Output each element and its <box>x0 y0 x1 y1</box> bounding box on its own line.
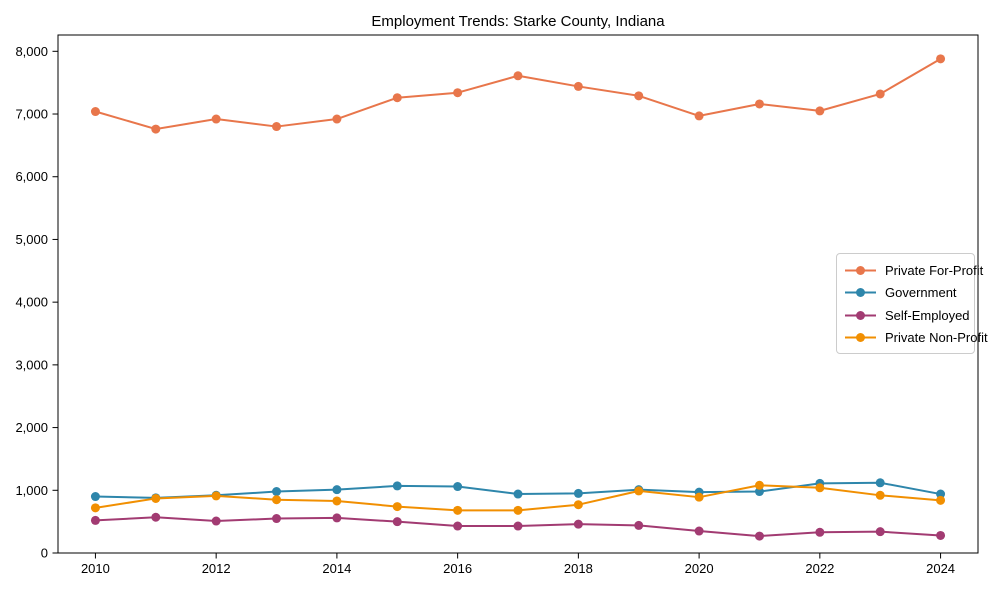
data-point-government <box>392 481 402 491</box>
data-point-private-for-profit <box>694 111 704 121</box>
y-axis-tick-label: 4,000 <box>15 295 48 310</box>
legend-item: Private Non-Profit <box>844 329 988 347</box>
data-point-private-for-profit <box>151 124 161 134</box>
data-point-private-for-profit <box>453 88 463 98</box>
data-point-government <box>272 487 282 497</box>
legend-label: Government <box>885 285 957 301</box>
data-point-private-for-profit <box>211 114 221 124</box>
y-axis-tick-label: 7,000 <box>15 107 48 122</box>
data-point-private-for-profit <box>936 54 946 64</box>
x-axis-tick-label: 2024 <box>926 561 955 576</box>
data-point-self-employed <box>754 531 764 541</box>
data-point-self-employed <box>513 521 523 531</box>
data-point-self-employed <box>694 526 704 536</box>
legend-label: Self-Employed <box>885 307 970 323</box>
y-axis-tick-label: 6,000 <box>15 169 48 184</box>
data-point-private-non-profit <box>634 486 644 496</box>
x-axis-tick-label: 2022 <box>805 561 834 576</box>
data-point-self-employed <box>272 514 282 524</box>
data-point-private-non-profit <box>332 496 342 506</box>
data-point-private-non-profit <box>272 495 282 505</box>
x-axis-tick-label: 2018 <box>564 561 593 576</box>
y-axis-tick-label: 1,000 <box>15 483 48 498</box>
legend: Private For-Profit Government Self-Emplo… <box>836 253 988 354</box>
data-point-private-for-profit <box>815 106 825 116</box>
data-point-self-employed <box>332 513 342 523</box>
x-axis-tick-label: 2012 <box>202 561 231 576</box>
data-point-private-for-profit <box>573 81 583 91</box>
data-point-private-non-profit <box>694 492 704 502</box>
data-point-private-for-profit <box>90 107 100 117</box>
data-point-self-employed <box>392 517 402 527</box>
data-point-private-for-profit <box>392 93 402 103</box>
y-axis-tick-label: 2,000 <box>15 420 48 435</box>
line-marker-icon <box>845 310 876 320</box>
legend-label: Private For-Profit <box>885 262 984 278</box>
legend-item: Self-Employed <box>844 306 970 324</box>
data-point-government <box>513 489 523 499</box>
data-point-private-non-profit <box>936 495 946 505</box>
legend-label: Private Non-Profit <box>885 330 988 346</box>
x-axis-tick-label: 2014 <box>322 561 351 576</box>
data-point-self-employed <box>453 521 463 531</box>
data-point-government <box>754 487 764 497</box>
y-axis-tick-label: 8,000 <box>15 44 48 59</box>
legend-item: Private For-Profit <box>844 261 983 279</box>
data-point-private-non-profit <box>151 493 161 503</box>
data-point-self-employed <box>573 519 583 529</box>
data-point-private-for-profit <box>332 114 342 124</box>
data-point-private-non-profit <box>815 483 825 493</box>
data-point-self-employed <box>815 527 825 537</box>
chart-title: Employment Trends: Starke County, Indian… <box>371 13 665 30</box>
data-point-private-non-profit <box>875 490 885 500</box>
data-point-private-non-profit <box>211 491 221 501</box>
data-point-government <box>573 488 583 498</box>
data-point-private-for-profit <box>513 71 523 81</box>
data-point-private-non-profit <box>392 502 402 512</box>
data-point-private-for-profit <box>875 89 885 99</box>
data-point-government <box>332 485 342 495</box>
data-point-private-non-profit <box>754 480 764 490</box>
data-point-private-non-profit <box>573 500 583 510</box>
y-axis-tick-label: 0 <box>41 546 48 561</box>
x-axis-tick-label: 2020 <box>685 561 714 576</box>
data-point-private-for-profit <box>634 91 644 101</box>
data-point-self-employed <box>211 516 221 526</box>
y-axis-tick-label: 5,000 <box>15 232 48 247</box>
line-marker-icon <box>845 265 876 275</box>
data-point-government <box>936 489 946 499</box>
data-point-self-employed <box>634 520 644 530</box>
series-line-private-for-profit <box>94 57 942 131</box>
data-point-private-for-profit <box>272 122 282 132</box>
data-point-self-employed <box>151 512 161 522</box>
data-point-private-for-profit <box>754 99 764 109</box>
data-point-government <box>453 482 463 492</box>
y-axis-tick-label: 3,000 <box>15 357 48 372</box>
line-marker-icon <box>845 288 876 298</box>
x-axis-tick-label: 2016 <box>443 561 472 576</box>
legend-item: Government <box>844 284 966 302</box>
data-point-self-employed <box>936 530 946 540</box>
data-point-government <box>90 492 100 502</box>
data-point-private-non-profit <box>453 505 463 515</box>
x-axis-tick-label: 2010 <box>81 561 110 576</box>
data-point-government <box>875 478 885 488</box>
data-point-self-employed <box>90 515 100 525</box>
plot-border <box>57 34 979 554</box>
data-point-private-non-profit <box>513 505 523 515</box>
data-point-private-non-profit <box>90 503 100 513</box>
data-point-self-employed <box>875 527 885 537</box>
line-marker-icon <box>845 333 876 343</box>
